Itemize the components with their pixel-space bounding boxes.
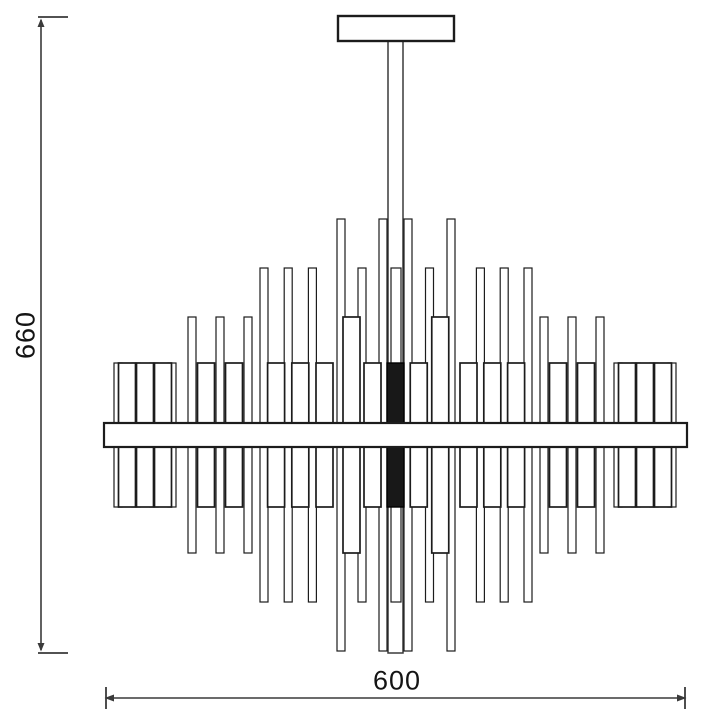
height-dimension-label: 660 bbox=[10, 310, 41, 360]
dimension-arrow bbox=[104, 694, 114, 702]
dimension-arrow bbox=[37, 643, 45, 652]
ceiling-canopy bbox=[336, 14, 456, 43]
width-dimension-label: 600 bbox=[372, 665, 422, 696]
dimension-arrow bbox=[677, 694, 687, 702]
center-band bbox=[102, 421, 689, 449]
dimension-arrow bbox=[37, 18, 45, 27]
